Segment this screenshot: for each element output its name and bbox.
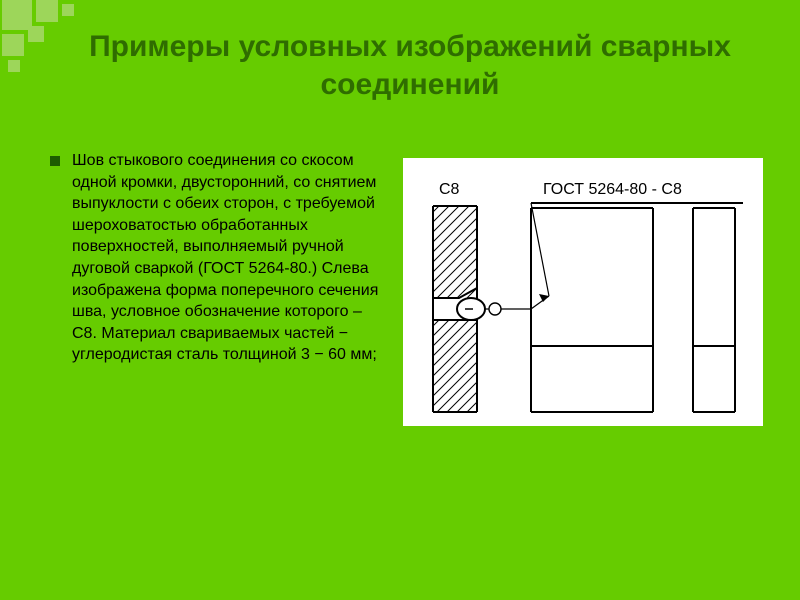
text-column: Шов стыкового соединения со скосом одной… [50, 150, 395, 580]
svg-text:С8: С8 [439, 181, 460, 198]
weld-diagram: С8 ГОСТ 5264-80 - С8 [403, 158, 763, 426]
bullet-item: Шов стыкового соединения со скосом одной… [50, 150, 385, 366]
svg-text:ГОСТ 5264-80 - С8: ГОСТ 5264-80 - С8 [543, 181, 682, 198]
figure-column: С8 ГОСТ 5264-80 - С8 [395, 150, 770, 580]
slide-title: Примеры условных изображений сварных сое… [60, 28, 760, 103]
slide: Примеры условных изображений сварных сое… [0, 0, 800, 600]
body: Шов стыкового соединения со скосом одной… [50, 150, 770, 580]
